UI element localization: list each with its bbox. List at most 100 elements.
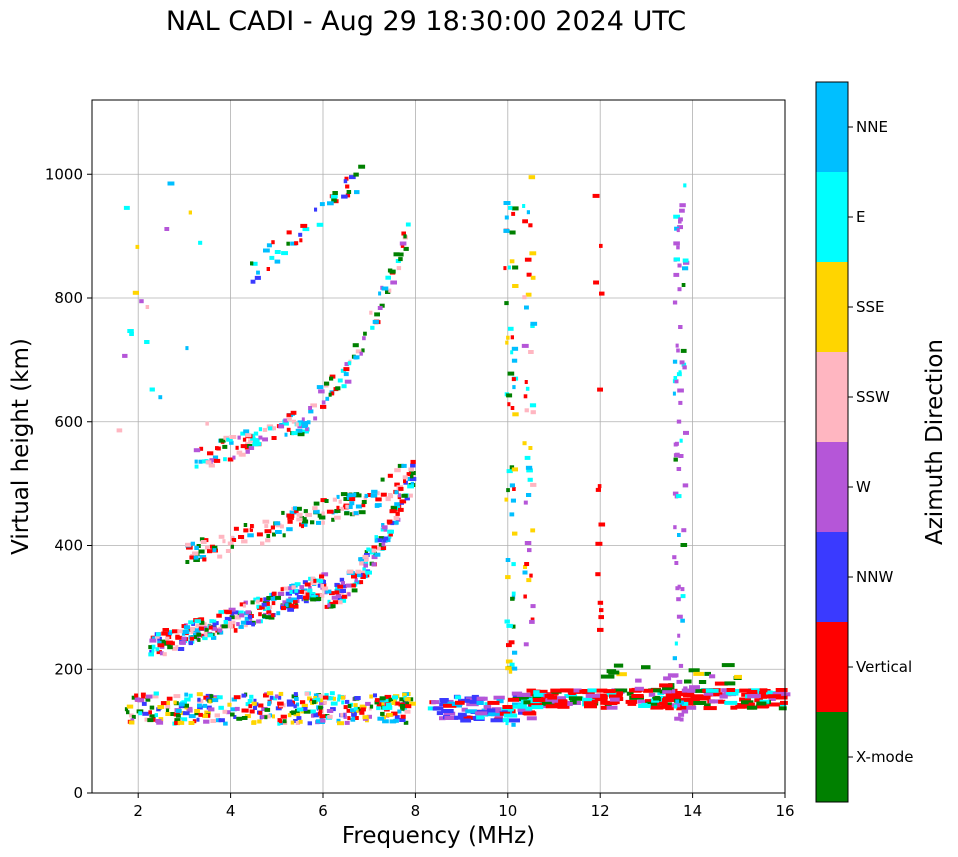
echo-mark [540, 689, 548, 694]
echo-mark [672, 656, 677, 661]
echo-mark [232, 620, 236, 625]
echo-mark [255, 599, 260, 604]
echo-mark [315, 578, 321, 583]
echo-mark [635, 678, 642, 683]
colorbar-frame [815, 81, 849, 803]
echo-mark [157, 705, 163, 709]
echo-mark [634, 686, 644, 691]
echo-mark [683, 686, 688, 691]
echo-mark [174, 721, 180, 726]
x-axis-label: Frequency (MHz) [342, 823, 535, 849]
echo-mark [597, 627, 604, 632]
echo-mark [347, 716, 351, 721]
echo-mark [331, 595, 338, 600]
echo-mark [286, 413, 292, 418]
echo-mark [380, 477, 385, 482]
echo-mark [673, 257, 680, 262]
echo-mark [245, 610, 252, 615]
echo-mark [193, 632, 197, 637]
echo-mark [204, 710, 211, 715]
echo-mark [182, 711, 190, 716]
echo-mark [383, 536, 389, 541]
echo-mark [254, 275, 261, 280]
echo-mark [289, 603, 294, 608]
echo-mark [359, 580, 364, 585]
echo-mark [338, 600, 343, 605]
echo-mark [349, 497, 356, 502]
echo-mark [270, 596, 277, 601]
echo-mark [352, 343, 359, 348]
echo-mark [614, 688, 628, 693]
echo-mark [679, 203, 686, 208]
echo-mark [230, 712, 235, 717]
echo-mark [275, 530, 282, 534]
echo-mark [522, 295, 527, 300]
echo-mark [183, 703, 189, 708]
echo-mark [676, 245, 680, 250]
y-tick-label: 600 [54, 413, 83, 431]
echo-mark [161, 631, 168, 636]
echo-mark [523, 565, 527, 569]
echo-mark [194, 709, 200, 713]
echo-mark [579, 689, 586, 694]
echo-mark [507, 402, 511, 407]
echo-mark [380, 492, 387, 497]
echo-mark [572, 696, 583, 701]
echo-mark [279, 719, 283, 724]
echo-mark [629, 688, 636, 693]
echo-mark [185, 560, 190, 564]
echo-mark [326, 509, 334, 514]
echo-mark [673, 214, 680, 219]
echo-mark [677, 287, 682, 292]
echo-mark [250, 600, 255, 605]
echo-mark [218, 705, 224, 710]
echo-mark [511, 211, 516, 216]
echo-mark [280, 587, 284, 592]
echo-mark [678, 712, 685, 717]
echo-mark [324, 693, 329, 698]
echo-mark [645, 699, 654, 704]
echo-mark [222, 539, 226, 544]
echo-mark [504, 301, 509, 306]
echo-mark [315, 719, 323, 724]
x-tick-label: 14 [683, 802, 702, 820]
echo-mark [204, 633, 208, 638]
echo-mark [398, 493, 401, 498]
echo-mark [526, 272, 532, 277]
echo-mark [362, 554, 369, 559]
echo-mark [486, 712, 496, 717]
echo-mark [301, 417, 305, 422]
echo-mark [746, 705, 758, 710]
echo-mark [392, 520, 399, 525]
echo-mark [679, 717, 684, 722]
echo-mark [674, 691, 688, 695]
echo-mark [305, 427, 309, 432]
echo-mark [432, 706, 444, 711]
echo-mark [510, 498, 516, 503]
echo-mark [124, 707, 129, 712]
echo-mark [680, 587, 685, 592]
echo-mark [245, 702, 251, 707]
echo-mark [149, 387, 155, 392]
echo-mark [258, 703, 264, 708]
echo-mark [183, 625, 191, 630]
echo-mark [737, 704, 752, 709]
echo-mark [343, 705, 348, 710]
echo-mark [215, 718, 221, 723]
echo-mark [662, 686, 675, 691]
echo-mark [329, 601, 333, 606]
echo-mark [343, 179, 348, 184]
echo-mark [506, 469, 513, 474]
echo-mark [291, 419, 296, 424]
echo-mark [384, 698, 389, 702]
echo-mark [136, 697, 140, 702]
echo-mark [682, 701, 696, 706]
echo-mark [355, 569, 361, 574]
echo-mark [260, 541, 265, 546]
echo-mark [290, 410, 297, 415]
echo-mark [603, 701, 618, 705]
echo-mark [145, 697, 151, 702]
echo-mark [688, 668, 700, 673]
echo-mark [218, 718, 225, 723]
